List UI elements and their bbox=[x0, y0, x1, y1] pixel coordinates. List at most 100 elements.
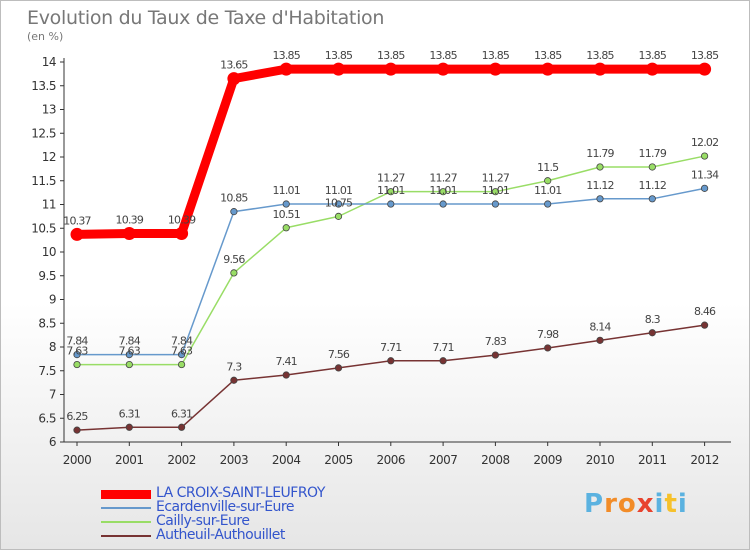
series-marker bbox=[334, 212, 343, 220]
data-label: 12.02 bbox=[691, 136, 719, 149]
series-marker bbox=[596, 336, 604, 344]
series-marker bbox=[541, 62, 555, 76]
data-label: 10.85 bbox=[220, 192, 248, 205]
x-tick-label: 2005 bbox=[324, 453, 353, 467]
data-label: 13.85 bbox=[586, 49, 614, 62]
logo-letter: t bbox=[664, 489, 678, 519]
data-label: 13.85 bbox=[429, 49, 457, 62]
x-tick-label: 2001 bbox=[115, 453, 144, 467]
series-marker bbox=[387, 200, 395, 208]
data-label: 11.01 bbox=[429, 184, 457, 197]
data-label: 11.01 bbox=[377, 184, 405, 197]
series-marker bbox=[436, 62, 450, 76]
y-tick-label: 8.5 bbox=[38, 316, 56, 330]
data-label: 11.5 bbox=[537, 161, 559, 174]
data-label: 11.01 bbox=[534, 184, 562, 197]
data-label: 13.85 bbox=[377, 49, 405, 62]
data-label: 8.14 bbox=[589, 320, 611, 333]
y-tick-label: 6 bbox=[49, 435, 56, 449]
data-label: 7.84 bbox=[119, 335, 141, 348]
data-label: 13.85 bbox=[482, 49, 510, 62]
y-tick-label: 9 bbox=[49, 293, 56, 307]
series-marker bbox=[645, 62, 659, 76]
y-tick-label: 13.5 bbox=[31, 79, 56, 93]
series-marker bbox=[178, 350, 186, 359]
data-label: 7.41 bbox=[276, 355, 297, 368]
series-marker bbox=[332, 62, 345, 76]
series-marker bbox=[593, 62, 607, 76]
data-label: 7.71 bbox=[380, 341, 401, 354]
data-label: 8.3 bbox=[645, 313, 661, 326]
series-marker bbox=[648, 195, 656, 203]
data-label: 7.63 bbox=[171, 345, 193, 358]
y-tick-label: 6.5 bbox=[38, 411, 56, 425]
data-label: 10.51 bbox=[272, 208, 300, 221]
data-label: 11.27 bbox=[377, 172, 405, 185]
logo-letter: x bbox=[636, 489, 655, 519]
series-marker bbox=[178, 423, 186, 431]
data-label: 11.01 bbox=[272, 184, 300, 197]
logo-letter: o bbox=[617, 489, 637, 519]
series-marker bbox=[73, 360, 81, 369]
series-marker bbox=[491, 188, 499, 196]
series-marker bbox=[596, 163, 604, 171]
x-tick-label: 2003 bbox=[220, 453, 249, 467]
data-label: 13.85 bbox=[534, 49, 562, 62]
data-label: 7.71 bbox=[432, 341, 453, 354]
legend-label: LA CROIX-SAINT-LEUFROY bbox=[156, 485, 325, 501]
series-marker bbox=[279, 62, 293, 76]
series-marker bbox=[230, 208, 238, 216]
series-marker bbox=[648, 163, 656, 171]
data-label: 11.01 bbox=[482, 184, 510, 197]
x-tick-label: 2006 bbox=[377, 453, 406, 467]
series-marker bbox=[282, 200, 290, 208]
x-tick-label: 2010 bbox=[586, 453, 615, 467]
series-marker bbox=[334, 364, 343, 372]
data-label: 8.46 bbox=[694, 305, 716, 318]
data-label: 9.56 bbox=[223, 253, 245, 266]
series-marker bbox=[596, 195, 604, 203]
data-label: 11.27 bbox=[429, 172, 457, 185]
x-tick-label: 2011 bbox=[638, 453, 667, 467]
series-marker bbox=[334, 200, 343, 208]
data-label: 13.85 bbox=[272, 49, 300, 62]
y-tick-label: 10.5 bbox=[31, 221, 56, 235]
data-label: 7.63 bbox=[119, 345, 141, 358]
series-marker bbox=[282, 371, 290, 379]
data-label: 6.31 bbox=[119, 407, 140, 420]
series-marker bbox=[282, 224, 290, 232]
y-tick-label: 8 bbox=[49, 340, 56, 354]
data-label: 7.63 bbox=[66, 345, 88, 358]
series-marker bbox=[230, 269, 238, 277]
data-label: 10.75 bbox=[325, 196, 353, 209]
data-label: 13.85 bbox=[639, 49, 667, 62]
x-tick-label: 2004 bbox=[272, 453, 301, 467]
data-label: 11.79 bbox=[586, 147, 614, 160]
x-tick-label: 2009 bbox=[533, 453, 562, 467]
series-marker bbox=[700, 184, 709, 192]
series-marker bbox=[387, 188, 395, 196]
legend-label: Cailly-sur-Eure bbox=[156, 513, 250, 529]
series-marker bbox=[439, 200, 447, 208]
y-tick-label: 12.5 bbox=[31, 126, 56, 140]
data-label: 11.01 bbox=[325, 184, 353, 197]
series-marker bbox=[488, 62, 502, 76]
series-marker bbox=[122, 226, 136, 240]
data-label: 11.27 bbox=[482, 172, 510, 185]
proxiti-logo: Proxiti bbox=[584, 489, 688, 519]
data-label: 13.85 bbox=[325, 49, 353, 62]
x-tick-label: 2002 bbox=[167, 453, 196, 467]
data-label: 10.39 bbox=[168, 213, 196, 226]
logo-letter: r bbox=[604, 489, 618, 519]
x-tick-label: 2008 bbox=[481, 453, 510, 467]
chart-title: Evolution du Taux de Taxe d'Habitation bbox=[27, 7, 385, 29]
series-marker bbox=[384, 62, 398, 76]
data-label: 11.12 bbox=[586, 179, 614, 192]
y-tick-label: 13 bbox=[42, 103, 56, 117]
series-marker bbox=[544, 200, 552, 208]
series-marker bbox=[698, 62, 712, 76]
data-label: 7.83 bbox=[485, 335, 507, 348]
y-tick-label: 12 bbox=[42, 150, 56, 164]
